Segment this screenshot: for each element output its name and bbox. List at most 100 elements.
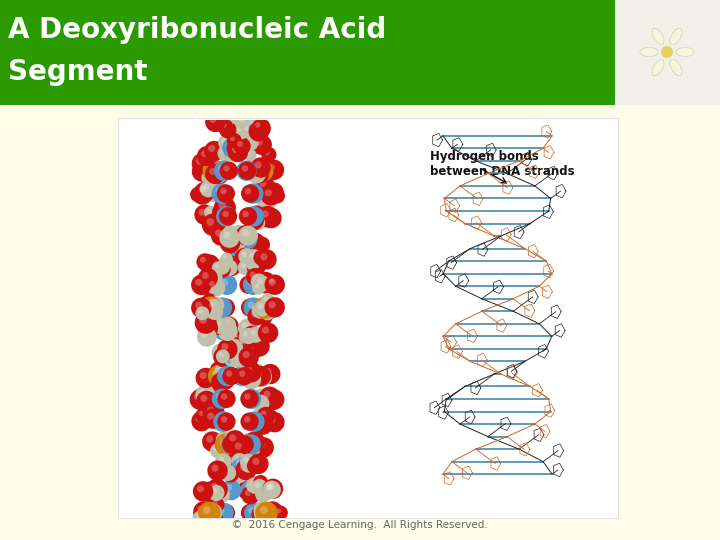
Circle shape (201, 389, 222, 410)
Circle shape (250, 369, 258, 377)
Circle shape (247, 327, 264, 343)
Circle shape (217, 351, 225, 358)
Circle shape (223, 232, 230, 239)
Circle shape (238, 435, 251, 447)
Circle shape (207, 218, 214, 226)
Circle shape (233, 124, 238, 129)
Ellipse shape (652, 59, 664, 76)
Circle shape (253, 415, 269, 431)
Circle shape (236, 113, 253, 130)
Circle shape (220, 233, 240, 253)
Circle shape (246, 365, 268, 387)
Circle shape (255, 306, 261, 311)
Circle shape (213, 447, 218, 451)
Circle shape (251, 157, 271, 178)
Circle shape (240, 229, 247, 236)
Circle shape (246, 138, 251, 144)
Circle shape (199, 372, 207, 379)
Circle shape (215, 170, 220, 176)
Circle shape (223, 116, 242, 134)
Circle shape (220, 438, 228, 446)
Circle shape (211, 372, 227, 388)
Circle shape (240, 437, 245, 442)
Circle shape (218, 457, 224, 462)
Circle shape (251, 479, 268, 495)
Circle shape (238, 248, 255, 265)
Circle shape (212, 300, 217, 306)
Circle shape (256, 510, 263, 517)
Circle shape (247, 279, 254, 286)
Circle shape (226, 370, 233, 377)
Circle shape (210, 415, 215, 421)
Circle shape (207, 411, 222, 428)
Circle shape (254, 300, 271, 316)
Circle shape (224, 484, 230, 491)
Circle shape (238, 347, 244, 353)
Circle shape (209, 189, 215, 195)
Circle shape (221, 211, 225, 215)
Circle shape (245, 126, 251, 131)
Circle shape (213, 323, 218, 328)
Circle shape (250, 272, 256, 278)
Circle shape (214, 160, 234, 181)
Circle shape (203, 506, 210, 514)
Circle shape (212, 417, 227, 431)
Circle shape (261, 293, 275, 308)
Circle shape (249, 253, 255, 258)
Circle shape (198, 309, 203, 314)
Circle shape (222, 325, 229, 332)
Circle shape (235, 461, 243, 468)
Circle shape (235, 367, 253, 385)
Circle shape (225, 263, 230, 268)
Circle shape (255, 122, 261, 130)
Circle shape (245, 438, 252, 445)
Circle shape (257, 300, 277, 320)
Circle shape (226, 138, 246, 158)
Circle shape (257, 240, 263, 245)
Circle shape (251, 366, 271, 386)
Circle shape (217, 415, 225, 423)
Circle shape (193, 481, 213, 502)
Circle shape (248, 158, 264, 175)
Circle shape (259, 312, 265, 318)
Circle shape (197, 327, 217, 347)
Circle shape (248, 435, 256, 443)
Circle shape (210, 410, 227, 426)
Circle shape (212, 343, 230, 362)
Circle shape (227, 234, 246, 253)
Circle shape (236, 465, 243, 472)
Circle shape (210, 320, 225, 335)
Circle shape (230, 228, 253, 251)
Circle shape (242, 230, 249, 237)
Circle shape (218, 135, 233, 150)
Circle shape (238, 252, 246, 259)
Circle shape (215, 369, 235, 390)
Ellipse shape (640, 48, 658, 57)
Circle shape (256, 139, 263, 146)
Circle shape (220, 373, 224, 377)
Circle shape (222, 435, 240, 454)
Circle shape (202, 322, 209, 329)
Circle shape (210, 168, 216, 174)
Circle shape (230, 463, 238, 471)
Circle shape (235, 231, 241, 238)
Circle shape (264, 150, 270, 156)
Circle shape (199, 208, 206, 215)
Circle shape (250, 121, 254, 125)
Circle shape (198, 502, 220, 524)
Circle shape (210, 396, 216, 402)
Circle shape (215, 433, 238, 456)
Circle shape (216, 115, 237, 136)
Circle shape (207, 407, 215, 414)
Circle shape (240, 328, 256, 344)
Circle shape (254, 504, 270, 520)
Circle shape (219, 227, 240, 248)
Circle shape (205, 186, 222, 202)
Text: Hydrogen bonds
between DNA strands: Hydrogen bonds between DNA strands (430, 150, 575, 178)
Circle shape (249, 237, 256, 244)
Circle shape (215, 264, 219, 268)
Circle shape (248, 507, 256, 514)
Circle shape (251, 215, 265, 231)
Circle shape (216, 393, 223, 400)
Circle shape (209, 302, 215, 308)
